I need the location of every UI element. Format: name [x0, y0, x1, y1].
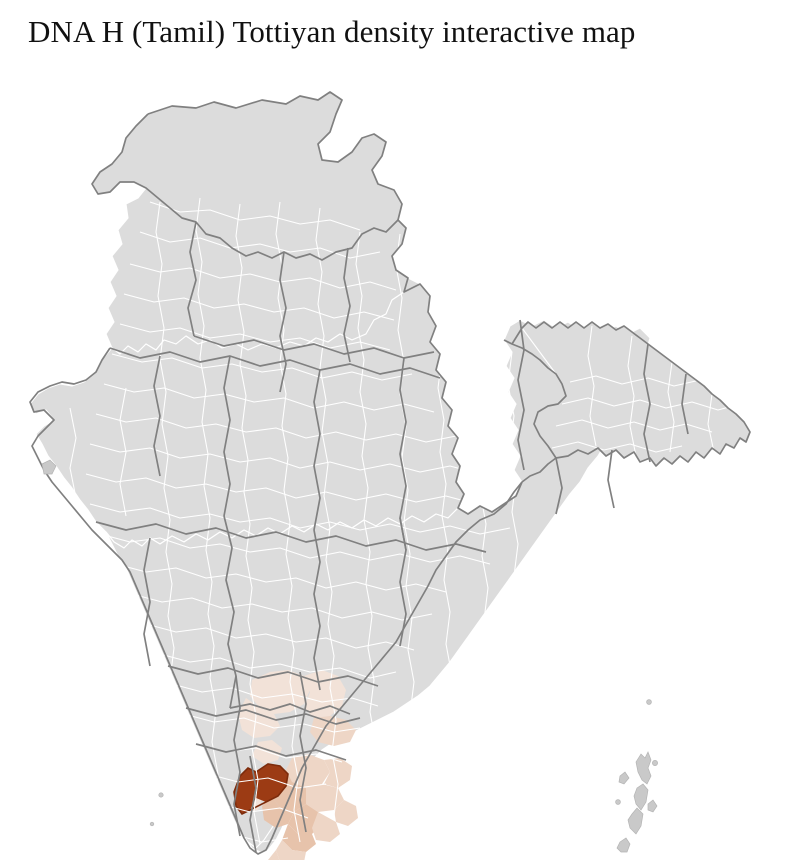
island-dot-a[interactable]: [646, 699, 652, 705]
andaman-north-island[interactable]: [635, 751, 652, 785]
district-density-level3-tn-west-a[interactable]: [262, 796, 294, 828]
island-group: [41, 459, 658, 853]
state-boundary-lines: [29, 91, 751, 855]
lakshadweep-dot-b[interactable]: [149, 821, 155, 827]
mainland-landmass: [29, 91, 751, 853]
district-density-level2-andhra-b[interactable]: [310, 716, 356, 746]
andaman-south-island[interactable]: [627, 807, 644, 835]
diu-island[interactable]: [41, 459, 57, 475]
andaman-small-island-a[interactable]: [647, 799, 658, 813]
page-title: DNA H (Tamil) Tottiyan density interacti…: [28, 14, 636, 49]
district-density-level4-outline: [233, 763, 289, 816]
district-density-level1-andhra-a[interactable]: [304, 670, 346, 718]
district-density-level2-tn-north-b[interactable]: [324, 758, 352, 788]
district-boundary-lines: [69, 197, 745, 845]
district-density-level2-kanyakumari[interactable]: [266, 850, 292, 860]
lakshadweep-dot-a[interactable]: [158, 792, 164, 798]
island-dot-b[interactable]: [652, 760, 658, 766]
district-density-level2-tn-south-b[interactable]: [276, 840, 306, 860]
district-density-level2-tn-east-b[interactable]: [334, 800, 358, 826]
nicobar-car-island[interactable]: [616, 837, 631, 853]
district-density-level1-karnataka-b[interactable]: [238, 698, 280, 738]
island-dot-c[interactable]: [615, 799, 621, 805]
india-map-container[interactable]: [0, 52, 792, 860]
india-district-choropleth-map[interactable]: [0, 52, 792, 860]
district-density-level1-karnataka-a[interactable]: [250, 670, 310, 714]
andaman-small-island-b[interactable]: [618, 771, 630, 785]
district-density-level2-tn-east-a[interactable]: [306, 784, 344, 812]
district-density-level2-tn-coast-a[interactable]: [312, 812, 340, 842]
district-density-level4-primary-west[interactable]: [234, 768, 258, 814]
andaman-middle-island[interactable]: [633, 783, 649, 811]
